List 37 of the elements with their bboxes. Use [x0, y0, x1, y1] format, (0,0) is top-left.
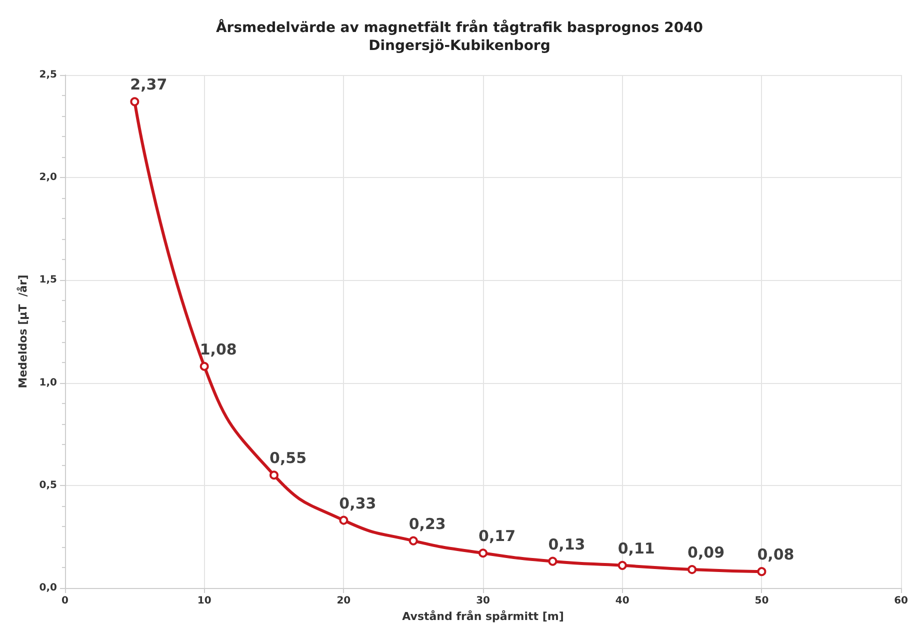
- y-tick-label: 1,0: [39, 377, 58, 388]
- data-label: 0,33: [339, 494, 376, 512]
- data-label: 0,08: [757, 546, 794, 564]
- data-label: 0,23: [408, 514, 446, 533]
- y-tick-label: 2,0: [39, 172, 58, 184]
- chart-subtitle: Dingersjö-Kubikenborg: [368, 38, 550, 54]
- x-tick-label: 0: [62, 596, 69, 606]
- x-tick-label: 20: [336, 596, 351, 606]
- data-label: 0,09: [688, 544, 725, 562]
- point: [130, 97, 140, 106]
- data-label: 2,37: [130, 76, 168, 94]
- x-tick-label: 30: [476, 596, 490, 606]
- x-tick-label: 50: [754, 596, 769, 606]
- point: [548, 556, 558, 566]
- x-tick-label: 40: [615, 596, 630, 606]
- x-tick-label: 60: [894, 596, 908, 606]
- point: [688, 565, 697, 574]
- point: [408, 536, 418, 546]
- point: [478, 548, 488, 558]
- y-tick-label: 0,5: [39, 480, 58, 491]
- point: [339, 516, 348, 525]
- point: [618, 560, 627, 570]
- point: [757, 567, 766, 576]
- y-tick-label: 0,0: [39, 582, 58, 594]
- data-label: 1,08: [200, 340, 237, 358]
- y-tick-label: 2,5: [39, 70, 58, 80]
- point: [270, 470, 279, 480]
- data-label: 0,13: [548, 535, 586, 554]
- y-axis-title: Medeldos [µT /år]: [16, 274, 30, 388]
- data-label: 0,11: [618, 539, 655, 558]
- x-tick-label: 10: [197, 596, 212, 606]
- chart-title: Årsmedelvärde av magnetfält från tågtrafik basprognos 2040: [216, 19, 704, 36]
- y-tick-label: 1,5: [39, 274, 58, 286]
- data-label: 0,55: [270, 449, 307, 468]
- x-axis-title: Avstånd från spårmitt [m]: [402, 610, 564, 623]
- data-label: 0,17: [478, 527, 516, 546]
- point: [200, 362, 209, 371]
